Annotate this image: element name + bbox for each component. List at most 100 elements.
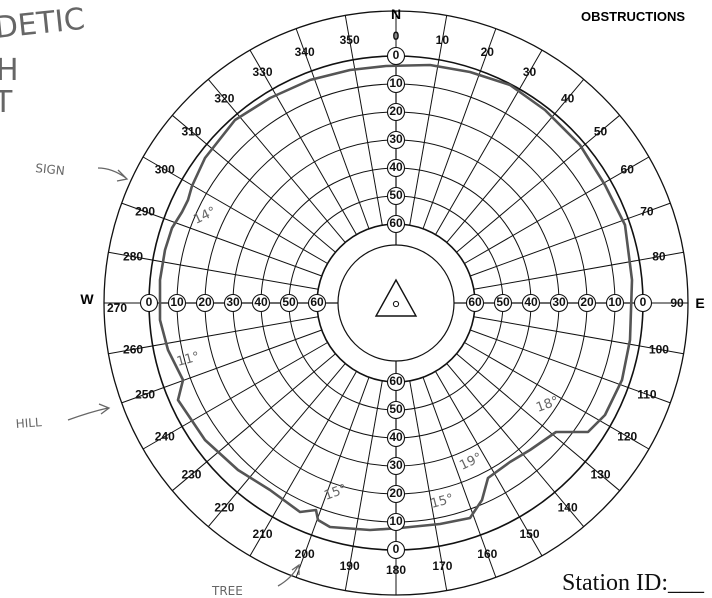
azimuth-spoke — [121, 329, 322, 404]
azimuth-spoke — [207, 78, 346, 243]
elevation-label-40: 40 — [254, 295, 268, 309]
angle-note-11: 11° — [175, 349, 201, 369]
azimuth-label-330: 330 — [252, 65, 272, 79]
azimuth-label-320: 320 — [214, 91, 234, 105]
azimuth-spoke — [121, 202, 322, 277]
corner-handwriting-line1: DETIC — [0, 2, 87, 46]
elevation-bubble — [167, 293, 187, 313]
elevation-bubble — [386, 456, 406, 476]
elevation-label-20: 20 — [389, 486, 403, 500]
azimuth-label-0: 0 — [393, 29, 400, 43]
elevation-label-60: 60 — [389, 216, 403, 230]
elevation-label-40: 40 — [389, 430, 403, 444]
azimuth-spoke — [108, 316, 319, 355]
elevation-label-50: 50 — [389, 188, 403, 202]
elevation-label-10: 10 — [608, 295, 622, 309]
corner-handwriting-line3: T — [0, 85, 13, 120]
azimuth-label-180: 180 — [386, 563, 406, 577]
azimuth-spoke — [344, 380, 383, 591]
elevation-label-0: 0 — [640, 295, 647, 309]
azimuth-spoke — [409, 380, 448, 591]
azimuth-label-290: 290 — [135, 205, 155, 219]
elevation-label-0: 0 — [393, 48, 400, 62]
elevation-label-10: 10 — [389, 514, 403, 528]
azimuth-label-270: 270 — [107, 301, 127, 315]
azimuth-label-100: 100 — [649, 342, 669, 356]
elevation-label-20: 20 — [389, 104, 403, 118]
station-id-label: Station ID:___ — [562, 570, 705, 596]
elevation-bubble — [521, 293, 541, 313]
azimuth-spoke — [207, 363, 346, 528]
azimuth-spoke — [422, 28, 497, 229]
elevation-bubble — [386, 400, 406, 420]
elevation-label-30: 30 — [226, 295, 240, 309]
elevation-label-20: 20 — [580, 295, 594, 309]
angle-note-15-right: 15° — [429, 491, 455, 511]
angle-note-14: 14° — [191, 204, 218, 227]
azimuth-label-220: 220 — [214, 501, 234, 515]
elevation-label-60: 60 — [468, 295, 482, 309]
azimuth-spoke — [249, 371, 357, 557]
elevation-label-50: 50 — [496, 295, 510, 309]
azimuth-spoke — [171, 114, 336, 253]
elevation-bubble — [386, 428, 406, 448]
obstructions-title: OBSTRUCTIONS — [581, 9, 685, 24]
azimuth-label-350: 350 — [340, 33, 360, 47]
elevation-label-50: 50 — [389, 402, 403, 416]
azimuth-spoke — [409, 15, 448, 226]
azimuth-label-280: 280 — [123, 250, 143, 264]
hill-annotation: HILL — [15, 415, 42, 431]
elevation-bubble — [386, 512, 406, 532]
west-label: W — [80, 291, 94, 307]
elevation-bubble — [633, 293, 653, 313]
corner-handwriting-line2: H — [0, 53, 19, 88]
azimuth-spoke — [435, 371, 543, 557]
azimuth-spoke — [142, 156, 328, 264]
azimuth-spoke — [473, 251, 684, 290]
azimuth-spoke — [171, 353, 336, 492]
azimuth-label-90: 90 — [670, 296, 684, 310]
hill-arrow-icon — [67, 403, 111, 421]
elevation-bubble — [386, 540, 406, 560]
north-label: N — [391, 6, 401, 22]
angle-note-19: 19° — [457, 450, 484, 473]
elevation-bubble — [386, 130, 406, 150]
azimuth-label-160: 160 — [477, 547, 497, 561]
east-label: E — [695, 295, 704, 311]
angle-note-15-left: 15° — [322, 482, 349, 504]
azimuth-label-40: 40 — [561, 91, 575, 105]
elevation-bubble — [279, 293, 299, 313]
azimuth-label-210: 210 — [252, 527, 272, 541]
azimuth-label-70: 70 — [640, 205, 654, 219]
elevation-label-40: 40 — [389, 160, 403, 174]
azimuth-spoke — [295, 28, 370, 229]
azimuth-spoke — [142, 342, 328, 450]
elevation-bubble — [195, 293, 215, 313]
azimuth-label-310: 310 — [181, 124, 201, 138]
azimuth-label-170: 170 — [432, 559, 452, 573]
azimuth-label-250: 250 — [135, 387, 155, 401]
azimuth-spoke — [473, 316, 684, 355]
elevation-label-10: 10 — [170, 295, 184, 309]
tree-arrow-icon — [277, 563, 300, 587]
elevation-bubble — [386, 214, 406, 234]
elevation-bubble — [386, 484, 406, 504]
elevation-bubble — [493, 293, 513, 313]
elevation-label-30: 30 — [552, 295, 566, 309]
azimuth-spoke — [470, 329, 671, 404]
azimuth-spoke — [295, 377, 370, 578]
azimuth-label-20: 20 — [481, 45, 495, 59]
grid-labels: 0 102030405060708010011012013014015016017… — [107, 29, 684, 577]
azimuth-label-140: 140 — [558, 501, 578, 515]
elevation-bubble — [465, 293, 485, 313]
azimuth-label-50: 50 — [594, 124, 608, 138]
elevation-bubble — [386, 74, 406, 94]
azimuth-spoke — [446, 78, 585, 243]
elevation-bubble — [307, 293, 327, 313]
elevation-label-40: 40 — [524, 295, 538, 309]
azimuth-label-230: 230 — [181, 468, 201, 482]
azimuth-spoke — [435, 49, 543, 235]
elevation-label-20: 20 — [198, 295, 212, 309]
elevation-label-0: 0 — [393, 542, 400, 556]
